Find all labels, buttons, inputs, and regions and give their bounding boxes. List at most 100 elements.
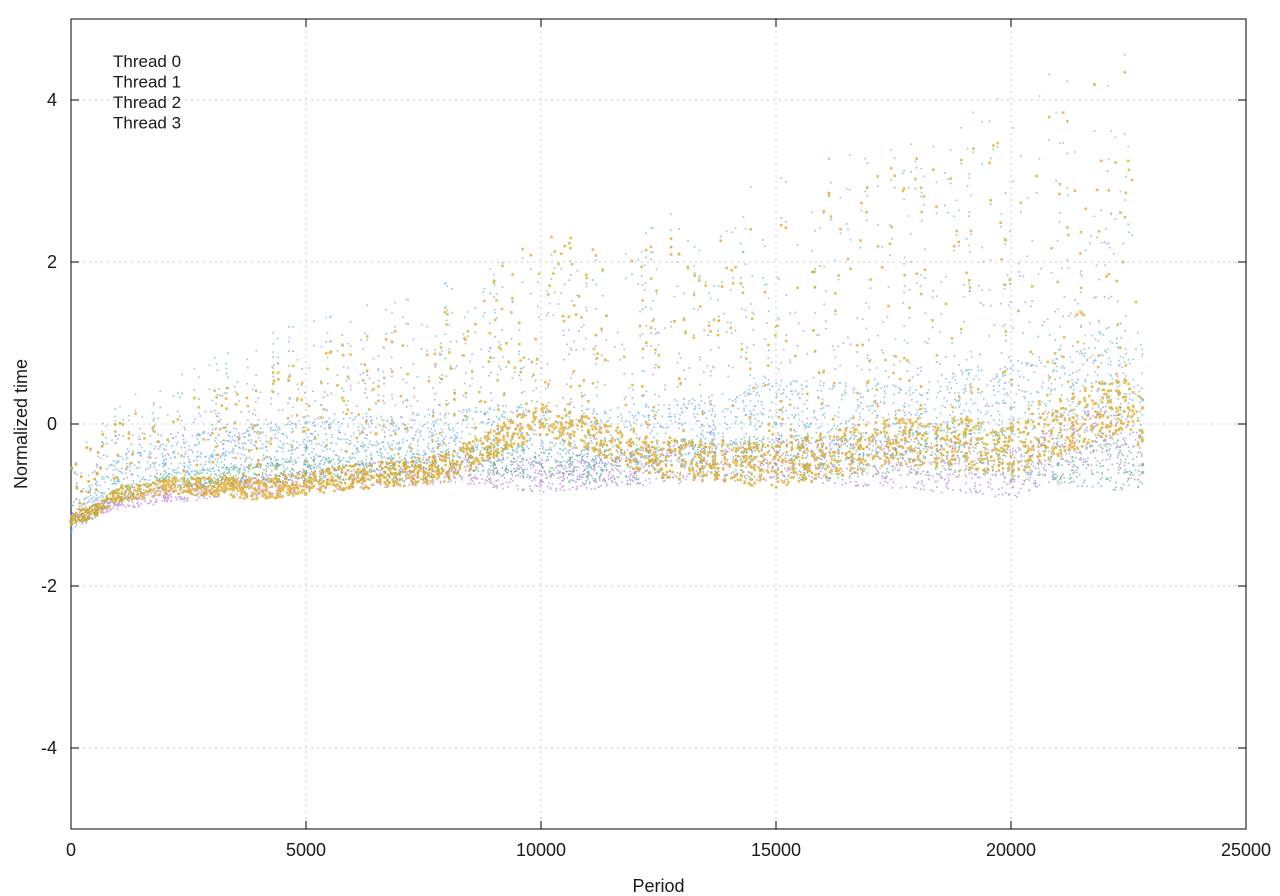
- data-point: [547, 485, 549, 488]
- data-point: [545, 473, 547, 476]
- data-point: [261, 479, 264, 481]
- data-point: [365, 458, 367, 461]
- data-point: [139, 480, 141, 483]
- data-point: [1038, 441, 1041, 444]
- data-point: [751, 311, 754, 314]
- data-point: [1059, 477, 1062, 479]
- data-point: [1122, 454, 1125, 457]
- data-point: [462, 409, 465, 411]
- data-point: [994, 495, 997, 498]
- data-point: [278, 474, 281, 476]
- data-point: [562, 480, 564, 482]
- data-point: [1036, 462, 1039, 464]
- data-point: [375, 426, 377, 429]
- data-point: [626, 449, 629, 451]
- data-point: [1094, 440, 1096, 442]
- data-point: [833, 443, 835, 445]
- data-point: [940, 461, 942, 464]
- data-point: [300, 477, 302, 480]
- data-point: [1105, 450, 1108, 452]
- data-point: [695, 453, 698, 455]
- data-point: [775, 478, 778, 480]
- data-point: [99, 502, 101, 504]
- data-point: [307, 415, 310, 417]
- data-point: [545, 477, 547, 480]
- data-point: [474, 475, 476, 478]
- data-point: [748, 476, 750, 478]
- data-point: [844, 442, 847, 445]
- data-point: [698, 443, 700, 446]
- data-point: [88, 513, 90, 516]
- data-point: [1000, 352, 1003, 354]
- data-point: [278, 484, 280, 487]
- data-point: [947, 480, 950, 482]
- data-point: [800, 443, 802, 446]
- data-point: [311, 464, 313, 467]
- data-point: [1138, 474, 1141, 476]
- data-point: [954, 471, 956, 474]
- data-point: [1022, 483, 1025, 486]
- data-point: [631, 397, 634, 400]
- data-point: [701, 456, 703, 458]
- data-point: [586, 467, 589, 470]
- data-point: [408, 484, 410, 486]
- data-point: [916, 451, 918, 454]
- data-point: [1003, 454, 1006, 456]
- data-point: [539, 479, 543, 483]
- data-point: [848, 188, 851, 191]
- data-point: [129, 487, 132, 490]
- data-point: [1017, 384, 1020, 387]
- data-point: [789, 312, 792, 315]
- plot-frame: [70, 18, 1247, 830]
- data-point: [340, 472, 343, 475]
- data-point: [1014, 449, 1017, 451]
- data-point: [922, 457, 925, 460]
- data-point: [872, 444, 874, 447]
- data-point: [1122, 483, 1125, 486]
- data-point: [135, 483, 138, 485]
- data-point: [578, 474, 581, 476]
- data-point: [1062, 458, 1064, 460]
- data-point: [403, 480, 406, 482]
- data-point: [500, 446, 503, 449]
- data-point: [666, 449, 668, 452]
- data-point: [605, 450, 607, 452]
- data-point: [1107, 326, 1110, 329]
- data-point: [944, 462, 946, 464]
- data-point: [437, 456, 440, 459]
- data-point: [1105, 459, 1107, 461]
- data-point: [773, 462, 776, 464]
- data-point: [462, 418, 464, 421]
- data-point: [683, 467, 686, 469]
- data-point: [848, 477, 851, 479]
- data-point: [856, 351, 858, 353]
- data-point: [717, 470, 720, 472]
- data-point: [1139, 437, 1142, 439]
- data-point: [440, 342, 442, 345]
- data-point: [328, 460, 331, 462]
- data-point: [167, 495, 169, 498]
- data-point: [693, 272, 696, 274]
- data-point: [989, 482, 992, 485]
- data-point: [434, 392, 437, 395]
- data-point: [915, 487, 917, 489]
- data-point: [434, 398, 436, 401]
- data-point: [198, 398, 200, 400]
- data-point: [1030, 471, 1033, 474]
- data-point: [355, 474, 358, 476]
- data-point: [580, 453, 582, 456]
- data-point: [261, 491, 264, 494]
- data-point: [592, 279, 594, 281]
- data-point: [444, 414, 446, 416]
- data-point: [723, 455, 726, 458]
- data-point: [594, 487, 596, 490]
- data-point: [467, 335, 469, 337]
- data-point: [936, 455, 938, 457]
- data-point: [1033, 445, 1035, 447]
- data-point: [992, 435, 995, 437]
- data-point: [128, 497, 131, 499]
- data-point: [244, 469, 246, 472]
- data-point: [401, 416, 403, 419]
- data-point: [1117, 472, 1120, 474]
- data-point: [631, 450, 634, 452]
